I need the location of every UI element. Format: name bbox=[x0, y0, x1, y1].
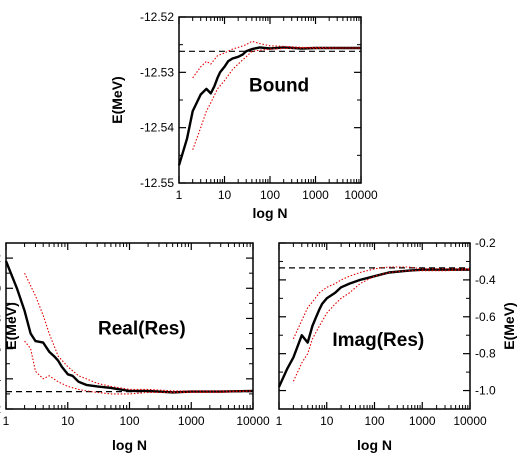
y-tick-label: 5.0 bbox=[0, 281, 1, 295]
y-tick-label: 5.2 bbox=[0, 251, 1, 265]
y-tick-label: -1.0 bbox=[475, 384, 496, 398]
y-axis-label: E(MeV) bbox=[501, 302, 517, 349]
panel-label: Imag(Res) bbox=[332, 330, 424, 351]
panel-label: Bound bbox=[249, 76, 309, 97]
series-line-central bbox=[177, 46, 361, 166]
y-tick-label: -12.52 bbox=[140, 10, 174, 24]
x-tick-label: 1 bbox=[176, 188, 183, 202]
x-tick-label: 1000 bbox=[302, 188, 329, 202]
x-axis-label: log N bbox=[253, 205, 288, 221]
series-line-central bbox=[277, 268, 470, 388]
series-line-bound-1 bbox=[292, 266, 470, 340]
chart-bound: 1 10 100 1000 10000-12.55-12.54-12.53-12.52 … bbox=[109, 10, 378, 221]
y-tick-label: -0.2 bbox=[475, 236, 496, 250]
y-tick-label: 4.4 bbox=[0, 372, 1, 386]
y-axis-label: E(MeV) bbox=[109, 76, 125, 123]
series-line-bound-2 bbox=[292, 269, 471, 382]
x-tick-label: 100 bbox=[364, 414, 384, 428]
plot-frame bbox=[178, 16, 362, 184]
y-tick-label: -0.4 bbox=[475, 273, 496, 287]
series-line-bound-2 bbox=[192, 47, 361, 150]
x-tick-label: 10000 bbox=[236, 414, 270, 428]
x-axis-label: log N bbox=[357, 437, 392, 453]
series-line-bound-1 bbox=[24, 272, 253, 392]
x-tick-label: 100 bbox=[119, 414, 139, 428]
x-tick-label: 1000 bbox=[178, 414, 205, 428]
x-tick-label: 10000 bbox=[344, 188, 378, 202]
x-axis-label: log N bbox=[112, 437, 147, 453]
chart-imag-res: 1 10 100 1000 10000 -1.0 -0.8 -0.6 -0.4 -0.2 Imag… bbox=[276, 236, 517, 453]
y-tick-label: -0.6 bbox=[475, 310, 496, 324]
x-tick-label: 1000 bbox=[409, 414, 436, 428]
y-tick-label: 4.8 bbox=[0, 311, 1, 325]
series-line-central bbox=[4, 260, 254, 394]
series-line-bound-2 bbox=[24, 340, 254, 395]
y-tick-label: 4.2 bbox=[0, 402, 1, 416]
y-axis-label: E(MeV) bbox=[3, 302, 19, 349]
x-tick-label: 10 bbox=[320, 414, 334, 428]
x-tick-label: 10000 bbox=[453, 414, 487, 428]
y-tick-label: -12.55 bbox=[140, 176, 174, 190]
chart-real-res: 1 10 100 1000 10000 4.2 4.4 4.6 4.8 5.0 5.2 Real(R… bbox=[0, 242, 270, 453]
y-tick-label: -12.54 bbox=[140, 121, 174, 135]
y-tick-label: 4.6 bbox=[0, 342, 1, 356]
y-tick-label: -12.53 bbox=[140, 65, 174, 79]
y-tick-label: -0.8 bbox=[475, 347, 496, 361]
x-tick-label: 1 bbox=[3, 414, 10, 428]
panel-label: Real(Res) bbox=[98, 318, 186, 339]
series-line-bound-1 bbox=[192, 40, 361, 79]
x-tick-label: 10 bbox=[61, 414, 75, 428]
x-tick-label: 10 bbox=[218, 188, 232, 202]
x-tick-label: 1 bbox=[276, 414, 283, 428]
x-tick-label: 100 bbox=[260, 188, 280, 202]
